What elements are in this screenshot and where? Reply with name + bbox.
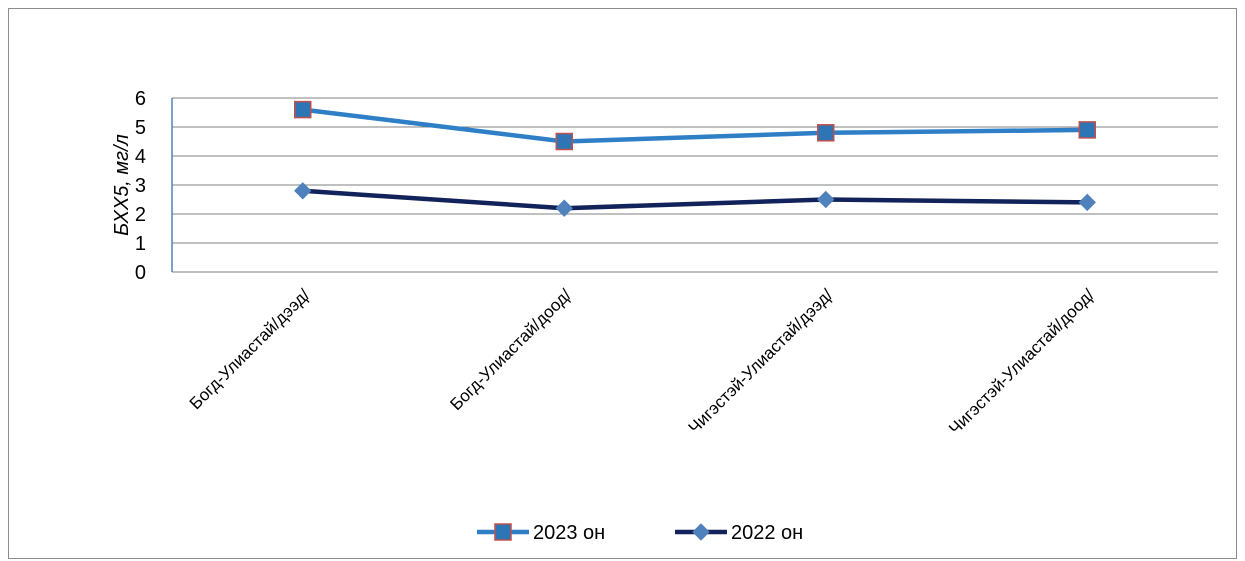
legend-marker <box>494 523 512 541</box>
legend-item: 2022 он <box>675 522 803 544</box>
series-0 <box>294 100 1096 151</box>
data-point-square <box>294 100 312 119</box>
y-tick-label: 4 <box>135 146 146 168</box>
gridlines <box>172 97 1218 244</box>
series-1 <box>294 182 1096 217</box>
y-tick-label: 3 <box>135 175 146 197</box>
data-point-diamond <box>1078 193 1096 212</box>
y-tick-label: 1 <box>135 233 146 255</box>
legend-label: 2022 он <box>731 522 803 544</box>
y-tick-label: 0 <box>135 262 146 284</box>
data-point-diamond <box>817 190 835 209</box>
y-axis-title: БХХ5, мг/л <box>111 134 133 236</box>
data-point-square <box>555 132 573 151</box>
data-point-diamond <box>294 182 312 200</box>
y-tick-label: 2 <box>135 204 146 226</box>
data-point-diamond <box>555 199 573 217</box>
legend-marker <box>692 523 710 541</box>
series-line <box>302 188 1088 211</box>
legend: 2023 он 2022 он <box>477 522 803 544</box>
y-tick-labels: 0 1 2 3 4 5 6 <box>135 88 146 284</box>
data-point-square <box>817 124 835 142</box>
series-line <box>302 107 1088 144</box>
axes <box>171 98 1218 273</box>
legend-item: 2023 он <box>477 522 605 544</box>
legend-label: 2023 он <box>533 522 605 544</box>
y-tick-label: 5 <box>135 117 146 139</box>
data-point-square <box>1078 121 1096 139</box>
chart-border <box>8 8 1237 559</box>
series-lines <box>294 100 1096 217</box>
y-tick-label: 6 <box>135 88 146 110</box>
